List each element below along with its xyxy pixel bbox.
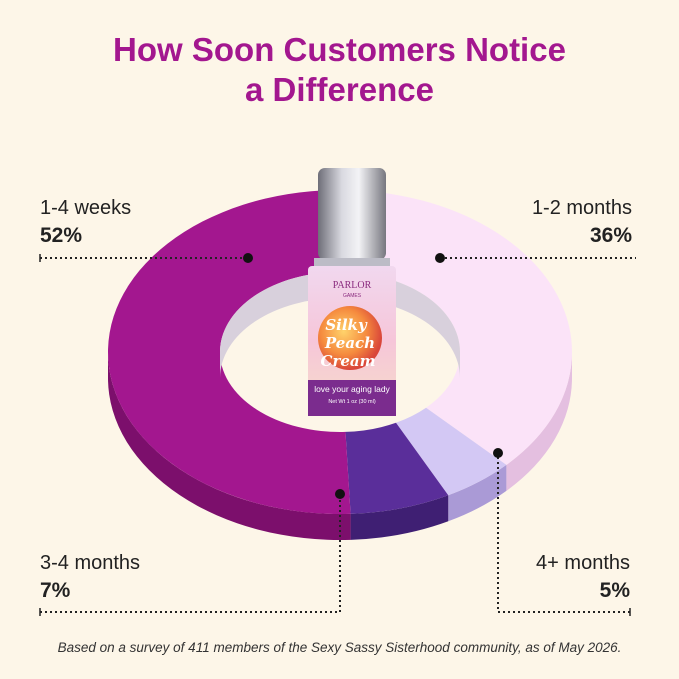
bottle-name-2: Peach bbox=[324, 334, 375, 352]
value-1-2-months: 36% bbox=[590, 224, 632, 247]
value-3-4-months: 7% bbox=[40, 579, 71, 602]
slice-1-4-weeks bbox=[107, 189, 359, 514]
slice-side-2 bbox=[350, 495, 449, 540]
peach-icon bbox=[318, 306, 382, 370]
bottle-tagline: love your aging lady bbox=[314, 384, 390, 394]
title-line-2: a Difference bbox=[245, 71, 434, 108]
slice-side-3 bbox=[448, 464, 507, 522]
label-4-plus-months: 4+ months bbox=[536, 552, 630, 574]
bottle-name-1: Silky bbox=[325, 316, 368, 334]
label-1-4-weeks: 1-4 weeks bbox=[40, 197, 131, 219]
callout-line-3 bbox=[497, 453, 630, 613]
callout-line-2 bbox=[40, 494, 341, 613]
bottle-cap bbox=[318, 168, 386, 260]
slice-side-0 bbox=[108, 352, 351, 540]
bottle-brand: PARLOR bbox=[333, 280, 372, 291]
slice-3-4-months bbox=[345, 422, 449, 514]
slice-side-1 bbox=[506, 352, 572, 491]
callout-dot-1 bbox=[435, 253, 445, 263]
bottle-band bbox=[308, 380, 396, 416]
donut-hole-wall bbox=[220, 272, 460, 378]
callout-dot-2 bbox=[335, 489, 345, 499]
chart-title: How Soon Customers Notice a Difference bbox=[0, 30, 679, 110]
product-bottle: PARLOR GAMES Silky Peach Cream love your… bbox=[308, 168, 396, 416]
value-1-4-weeks: 52% bbox=[40, 224, 82, 247]
slice-4-months bbox=[395, 407, 507, 496]
bottle-net-wt: Net Wt 1 oz (30 ml) bbox=[328, 399, 376, 405]
survey-footnote: Based on a survey of 411 members of the … bbox=[57, 640, 622, 655]
callout-dot-0 bbox=[243, 253, 253, 263]
slice-1-2-months bbox=[349, 190, 573, 465]
callout-dot-3 bbox=[493, 448, 503, 458]
title-line-1: How Soon Customers Notice bbox=[113, 31, 566, 68]
bottle-collar bbox=[314, 258, 390, 268]
value-4-plus-months: 5% bbox=[600, 579, 631, 602]
label-3-4-months: 3-4 months bbox=[40, 552, 140, 574]
bottle-brand-sub: GAMES bbox=[343, 293, 362, 299]
bottle-name-3: Cream bbox=[321, 352, 376, 370]
label-1-2-months: 1-2 months bbox=[532, 197, 632, 219]
